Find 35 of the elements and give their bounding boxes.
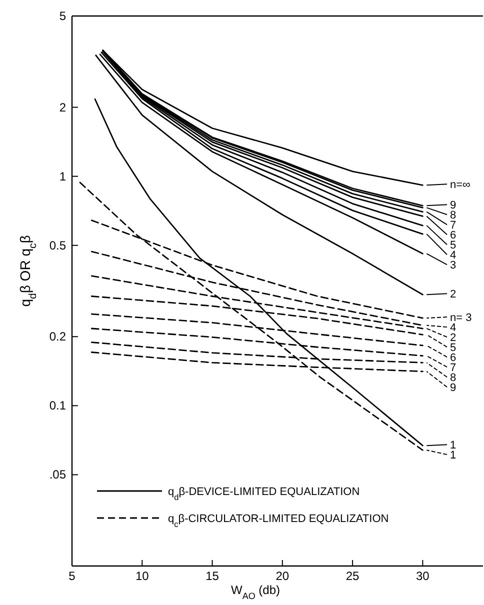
- legend-label: 7: [450, 362, 456, 374]
- legend-label: n= 3: [450, 312, 472, 324]
- legend-label: 5: [450, 240, 456, 252]
- y-tick-label: 0.1: [49, 398, 66, 413]
- annotation: q$_{d}$β-DEVICE-LIMITED EQUALIZATION: [168, 486, 360, 502]
- legend-label: 6: [450, 230, 456, 242]
- x-tick-label: 15: [206, 569, 220, 583]
- x-tick-label: 20: [276, 569, 290, 583]
- legend-label: 2: [450, 288, 456, 301]
- legend-label: 4: [450, 250, 456, 262]
- y-tick-label: .05: [49, 468, 66, 482]
- y-tick-label: 0.2: [49, 330, 66, 344]
- y-tick-label: 5: [59, 9, 66, 23]
- x-tick-label: 10: [135, 569, 150, 583]
- legend-label: 6: [450, 352, 456, 364]
- x-tick-label: 5: [68, 569, 76, 583]
- legend-label: 5: [450, 342, 456, 354]
- legend-label: 7: [450, 220, 456, 232]
- y-tick-label: 2: [59, 100, 66, 114]
- text: 9: [450, 382, 456, 394]
- x-tick-label: 25: [346, 569, 360, 583]
- legend-label: n=∞: [450, 179, 471, 192]
- y-tick-label: 1: [59, 169, 66, 184]
- legend-label: 8: [450, 210, 456, 222]
- legend-label: 1: [450, 450, 456, 462]
- x-axis-title: W$_{AO}$ (db): [230, 583, 280, 601]
- legend-label: 4: [450, 322, 456, 334]
- legend-label: 8: [450, 372, 456, 384]
- y-tick-label: 0.5: [49, 238, 66, 252]
- text: 3: [450, 260, 456, 272]
- legend-label: 1: [450, 440, 456, 452]
- x-tick-label: 30: [416, 569, 430, 583]
- legend-label: 2: [450, 332, 456, 344]
- annotation: q$_{c}$β-CIRCULATOR-LIMITED EQUALIZATION: [168, 513, 389, 528]
- legend-label: 9: [450, 200, 456, 212]
